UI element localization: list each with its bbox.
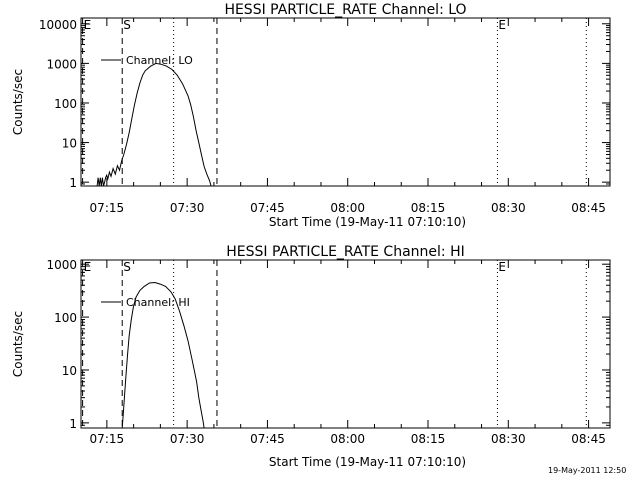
data-series-channel-lo (96, 62, 212, 187)
y-axis-label: Counts/sec (11, 69, 25, 135)
y-tick-label: 10 (62, 364, 77, 378)
y-tick-label: 10000 (39, 18, 77, 32)
x-tick-label: 08:15 (411, 432, 446, 446)
x-tick-label: 08:15 (411, 201, 446, 215)
chart-title: HESSI PARTICLE_RATE Channel: LO (224, 2, 466, 18)
y-tick-label: 1000 (46, 57, 77, 71)
event-marker-label: E (84, 260, 92, 274)
y-tick-label: 10 (62, 137, 77, 151)
plot-frame (80, 17, 611, 187)
y-tick-label: 1000 (46, 258, 77, 272)
plot-frame (80, 259, 611, 429)
x-tick-label: 08:30 (491, 432, 526, 446)
chart-title: HESSI PARTICLE_RATE Channel: HI (226, 244, 464, 260)
x-tick-label: 08:45 (571, 201, 606, 215)
x-tick-label: 08:00 (330, 201, 365, 215)
y-tick-label: 1 (69, 417, 77, 431)
x-tick-label: 08:45 (571, 432, 606, 446)
x-tick-label: 07:45 (250, 432, 285, 446)
y-tick-label: 100 (54, 97, 77, 111)
event-marker-label: E (84, 18, 92, 32)
chart-panel-2: HESSI PARTICLE_RATE Channel: HI Counts/se… (11, 244, 611, 469)
legend-label: Channel: HI (126, 296, 190, 309)
x-axis-label: Start Time (19-May-11 07:10:10) (269, 455, 466, 469)
y-tick-label: 100 (54, 311, 77, 325)
x-tick-label: 07:30 (170, 201, 205, 215)
event-marker-label: E (498, 18, 506, 32)
x-tick-label: 07:15 (90, 432, 125, 446)
x-tick-label: 07:30 (170, 432, 205, 446)
x-axis-label: Start Time (19-May-11 07:10:10) (269, 215, 466, 229)
x-tick-label: 07:45 (250, 201, 285, 215)
y-axis-label: Counts/sec (11, 311, 25, 377)
y-tick-label: 1 (69, 176, 77, 190)
event-marker-label: E (498, 260, 506, 274)
event-marker-label: S (123, 18, 131, 32)
x-tick-label: 08:00 (330, 432, 365, 446)
footer-timestamp: 19-May-2011 12:50 (548, 466, 627, 475)
legend-label: Channel: LO (126, 54, 193, 67)
chart-panel-1: HESSI PARTICLE_RATE Channel: LO Counts/se… (11, 2, 611, 229)
x-tick-label: 07:15 (90, 201, 125, 215)
x-tick-label: 08:30 (491, 201, 526, 215)
data-series-channel-hi (121, 281, 205, 429)
event-marker-label: S (123, 260, 131, 274)
